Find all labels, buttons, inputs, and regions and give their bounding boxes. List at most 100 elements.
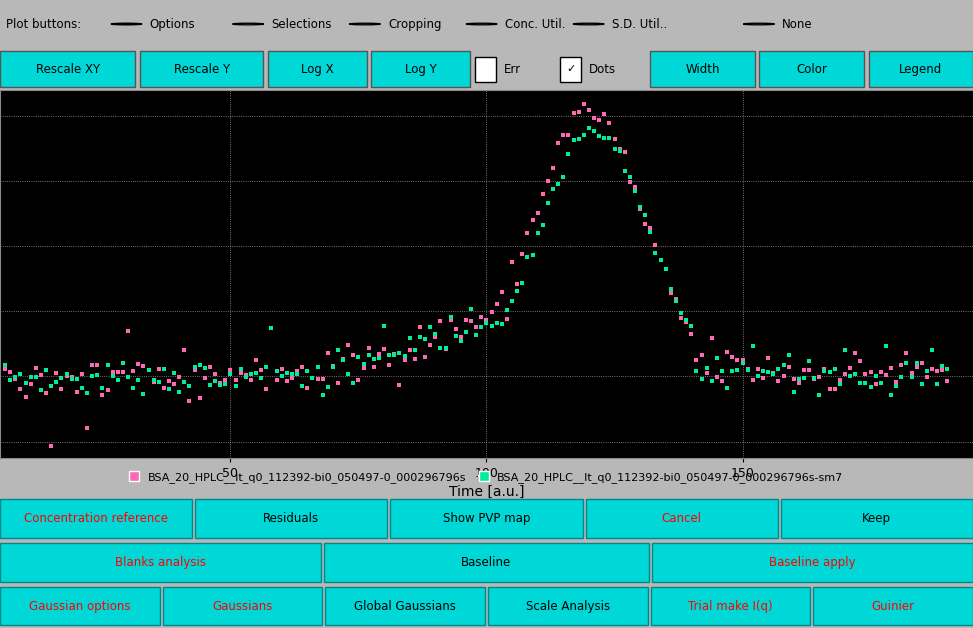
Point: [243, 369, 259, 379]
Point: [576, 99, 592, 109]
Point: [269, 374, 284, 384]
Point: [305, 373, 320, 383]
Point: [560, 149, 576, 160]
Circle shape: [466, 23, 497, 24]
Point: [458, 327, 474, 337]
Point: [857, 369, 873, 379]
Point: [494, 287, 510, 297]
Text: Trial make I(q): Trial make I(q): [688, 600, 773, 612]
Point: [377, 321, 392, 331]
Point: [837, 345, 852, 355]
Point: [115, 357, 130, 367]
Point: [551, 179, 566, 189]
Point: [371, 349, 386, 359]
Point: [381, 360, 397, 370]
FancyBboxPatch shape: [651, 587, 811, 625]
Point: [678, 315, 694, 325]
Circle shape: [743, 23, 775, 24]
Point: [802, 365, 817, 375]
Point: [545, 183, 560, 193]
Point: [54, 384, 69, 394]
Point: [248, 354, 264, 364]
Point: [601, 118, 617, 128]
Point: [187, 365, 202, 375]
Point: [146, 375, 162, 385]
Point: [151, 364, 166, 374]
Point: [85, 360, 100, 370]
Point: [909, 358, 924, 368]
Point: [699, 363, 714, 373]
Point: [632, 202, 648, 212]
Point: [366, 354, 381, 364]
Point: [642, 227, 658, 237]
Point: [8, 372, 23, 382]
Point: [535, 220, 551, 230]
Point: [796, 365, 811, 375]
Point: [182, 381, 198, 391]
Point: [130, 375, 146, 385]
Point: [551, 138, 566, 148]
Point: [453, 332, 469, 342]
Point: [802, 356, 817, 366]
Point: [458, 315, 474, 325]
Point: [315, 390, 331, 400]
Point: [207, 376, 223, 386]
Point: [279, 376, 295, 386]
Point: [725, 366, 740, 376]
Point: [443, 312, 458, 322]
Point: [596, 133, 612, 143]
Point: [642, 223, 658, 233]
Point: [592, 131, 607, 141]
Point: [822, 367, 838, 377]
Point: [739, 365, 755, 376]
Point: [166, 379, 182, 389]
Point: [284, 372, 300, 382]
Point: [238, 369, 254, 379]
Point: [601, 133, 617, 143]
Circle shape: [233, 23, 264, 24]
Point: [571, 134, 587, 144]
Point: [253, 373, 269, 383]
Point: [653, 255, 668, 265]
Point: [847, 369, 863, 379]
Text: Scale Analysis: Scale Analysis: [525, 600, 610, 612]
Point: [392, 380, 408, 390]
Point: [289, 366, 305, 376]
Point: [105, 367, 121, 377]
Point: [74, 382, 90, 392]
Point: [565, 134, 581, 144]
Text: None: None: [782, 18, 812, 31]
Point: [233, 364, 248, 374]
Point: [151, 377, 166, 387]
Point: [49, 377, 64, 387]
Point: [69, 387, 85, 398]
Text: Gaussian options: Gaussian options: [29, 600, 130, 612]
FancyBboxPatch shape: [475, 57, 496, 82]
FancyBboxPatch shape: [487, 587, 648, 625]
Point: [689, 355, 704, 365]
Point: [730, 355, 745, 365]
Point: [386, 350, 402, 360]
Point: [479, 318, 494, 328]
Point: [130, 359, 146, 369]
Point: [74, 369, 90, 379]
Point: [745, 376, 761, 386]
Point: [504, 257, 520, 267]
Point: [377, 344, 392, 354]
Point: [929, 379, 945, 389]
Point: [504, 296, 520, 306]
X-axis label: Time [a.u.]: Time [a.u.]: [449, 485, 524, 499]
Point: [23, 372, 39, 382]
Point: [637, 210, 653, 220]
Point: [28, 372, 44, 382]
Point: [448, 331, 463, 341]
Point: [576, 130, 592, 140]
Point: [556, 171, 571, 181]
Point: [18, 392, 33, 402]
Point: [295, 362, 310, 372]
FancyBboxPatch shape: [650, 51, 755, 87]
Point: [893, 372, 909, 382]
Point: [786, 374, 802, 384]
Point: [233, 368, 248, 378]
Point: [484, 307, 499, 317]
